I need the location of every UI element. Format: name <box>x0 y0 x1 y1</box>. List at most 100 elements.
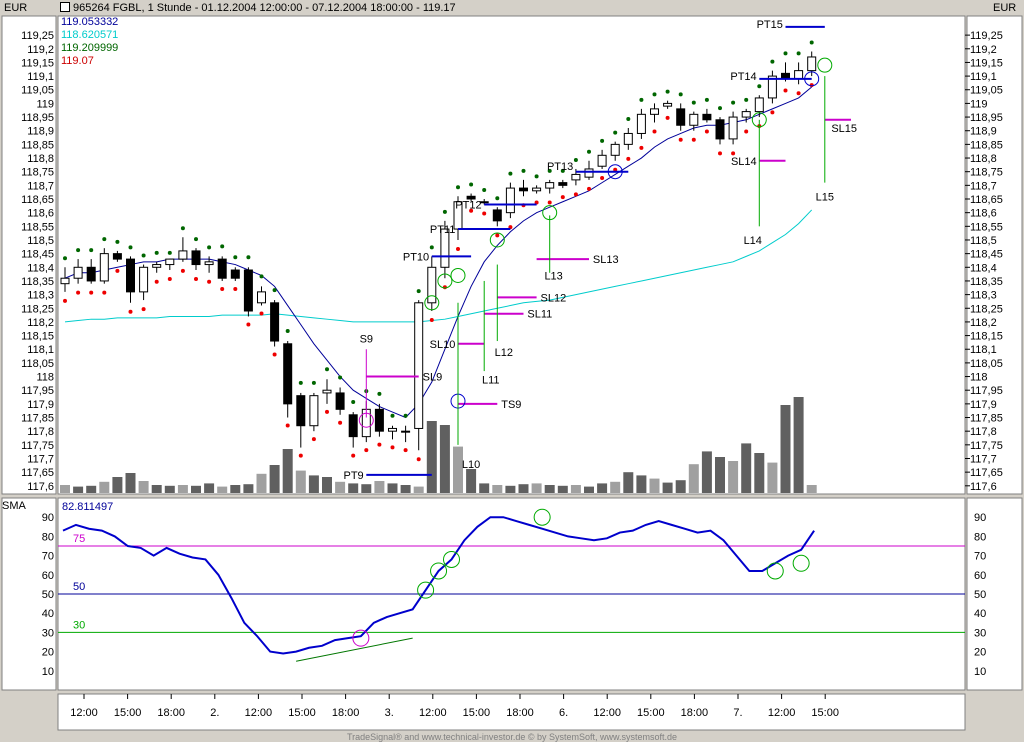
sar-dot <box>259 274 264 279</box>
time-tick-label: 18:00 <box>157 707 185 719</box>
price-tick-label-left: 119,05 <box>21 85 54 97</box>
candle[interactable] <box>728 111 738 145</box>
candle[interactable] <box>243 267 253 317</box>
volume-bar <box>348 483 359 493</box>
candle-body <box>466 195 476 200</box>
candle[interactable] <box>754 95 764 118</box>
sar-dot <box>89 248 94 253</box>
volume-bar <box>715 457 725 493</box>
candle[interactable] <box>689 111 699 131</box>
price-tick-label: 118,05 <box>970 358 1003 370</box>
candle[interactable] <box>283 341 293 418</box>
candle[interactable] <box>715 117 725 145</box>
sar-dot <box>338 420 343 425</box>
price-tick-label: 118,8 <box>970 153 997 165</box>
candle[interactable] <box>623 127 633 150</box>
candle[interactable] <box>702 108 712 123</box>
candle-body <box>676 108 686 126</box>
pt11-label: PT11 <box>430 224 455 236</box>
candle[interactable] <box>191 248 201 271</box>
candle[interactable] <box>165 258 175 271</box>
ind-tick-label-left: 90 <box>42 512 54 524</box>
time-tick-label: 15:00 <box>637 707 665 719</box>
candle[interactable] <box>99 248 109 284</box>
currency-right-label: EUR <box>993 2 1017 14</box>
sar-dot <box>207 279 212 284</box>
candle[interactable] <box>73 259 83 284</box>
volume-bar <box>164 485 175 493</box>
candle-body <box>807 56 817 72</box>
volume-bar <box>125 473 136 493</box>
price-tick-label-left: 119 <box>36 98 54 110</box>
indicator-axis <box>966 497 1023 691</box>
sar-dot <box>744 129 749 134</box>
candle[interactable] <box>610 141 620 161</box>
price-tick-label: 118 <box>970 372 988 384</box>
volume-bar <box>767 462 778 493</box>
candle[interactable] <box>676 103 686 131</box>
volume-bar <box>505 485 516 493</box>
candle[interactable] <box>492 207 502 227</box>
candle[interactable] <box>60 267 70 292</box>
sar-dot <box>194 237 198 242</box>
candle-body <box>663 102 673 107</box>
price-tick-label: 118,4 <box>970 262 997 274</box>
sar-dot <box>311 380 316 385</box>
candle[interactable] <box>152 261 162 273</box>
volume-bar <box>584 486 594 493</box>
candle[interactable] <box>584 160 594 180</box>
candle[interactable] <box>296 392 306 448</box>
candle[interactable] <box>217 256 227 281</box>
sl9-label: SL9 <box>423 372 443 384</box>
l15-label: L15 <box>816 191 834 203</box>
candle[interactable] <box>270 300 280 347</box>
candle[interactable] <box>440 220 450 279</box>
volume-bar <box>269 465 280 493</box>
candle[interactable] <box>139 264 149 301</box>
candle[interactable] <box>86 259 96 284</box>
candle[interactable] <box>257 286 266 306</box>
candle[interactable] <box>650 103 659 123</box>
candle[interactable] <box>532 185 542 194</box>
volume-bar <box>688 464 699 493</box>
candle[interactable] <box>322 379 332 404</box>
sar-dot <box>547 168 552 173</box>
sar-dot <box>718 151 722 156</box>
candle[interactable] <box>335 387 345 415</box>
price-panel[interactable] <box>57 15 966 495</box>
candle[interactable] <box>427 256 437 311</box>
sar-dot <box>770 110 775 115</box>
candle-body <box>479 201 489 204</box>
candle[interactable] <box>545 179 555 194</box>
candle[interactable] <box>767 70 777 104</box>
candle[interactable] <box>112 250 122 262</box>
candle[interactable] <box>126 256 135 303</box>
time-tick-label: 15:00 <box>114 707 142 719</box>
time-tick-label: 18:00 <box>681 707 709 719</box>
candle[interactable] <box>401 425 411 443</box>
candle[interactable] <box>178 237 188 262</box>
candle[interactable] <box>466 193 476 202</box>
price-tick-label: 118,5 <box>970 235 997 247</box>
candle[interactable] <box>374 403 384 437</box>
candle[interactable] <box>519 179 528 197</box>
candle[interactable] <box>597 149 607 169</box>
sar-dot <box>272 288 277 293</box>
volume-bar <box>282 449 293 493</box>
candle[interactable] <box>388 425 397 440</box>
candle[interactable] <box>309 392 319 432</box>
candle[interactable] <box>230 267 240 281</box>
candle[interactable] <box>636 108 646 139</box>
candle[interactable] <box>663 100 673 109</box>
candle[interactable] <box>204 256 214 273</box>
sar-dot <box>416 289 421 294</box>
candle[interactable] <box>741 108 751 123</box>
sar-dot <box>167 277 172 282</box>
candle[interactable] <box>414 300 424 451</box>
sar-dot <box>76 290 81 295</box>
sar-dot <box>665 89 670 94</box>
candle[interactable] <box>505 182 515 219</box>
candle[interactable] <box>558 179 568 189</box>
candle[interactable] <box>348 412 358 448</box>
pt13-label: PT13 <box>547 161 573 173</box>
